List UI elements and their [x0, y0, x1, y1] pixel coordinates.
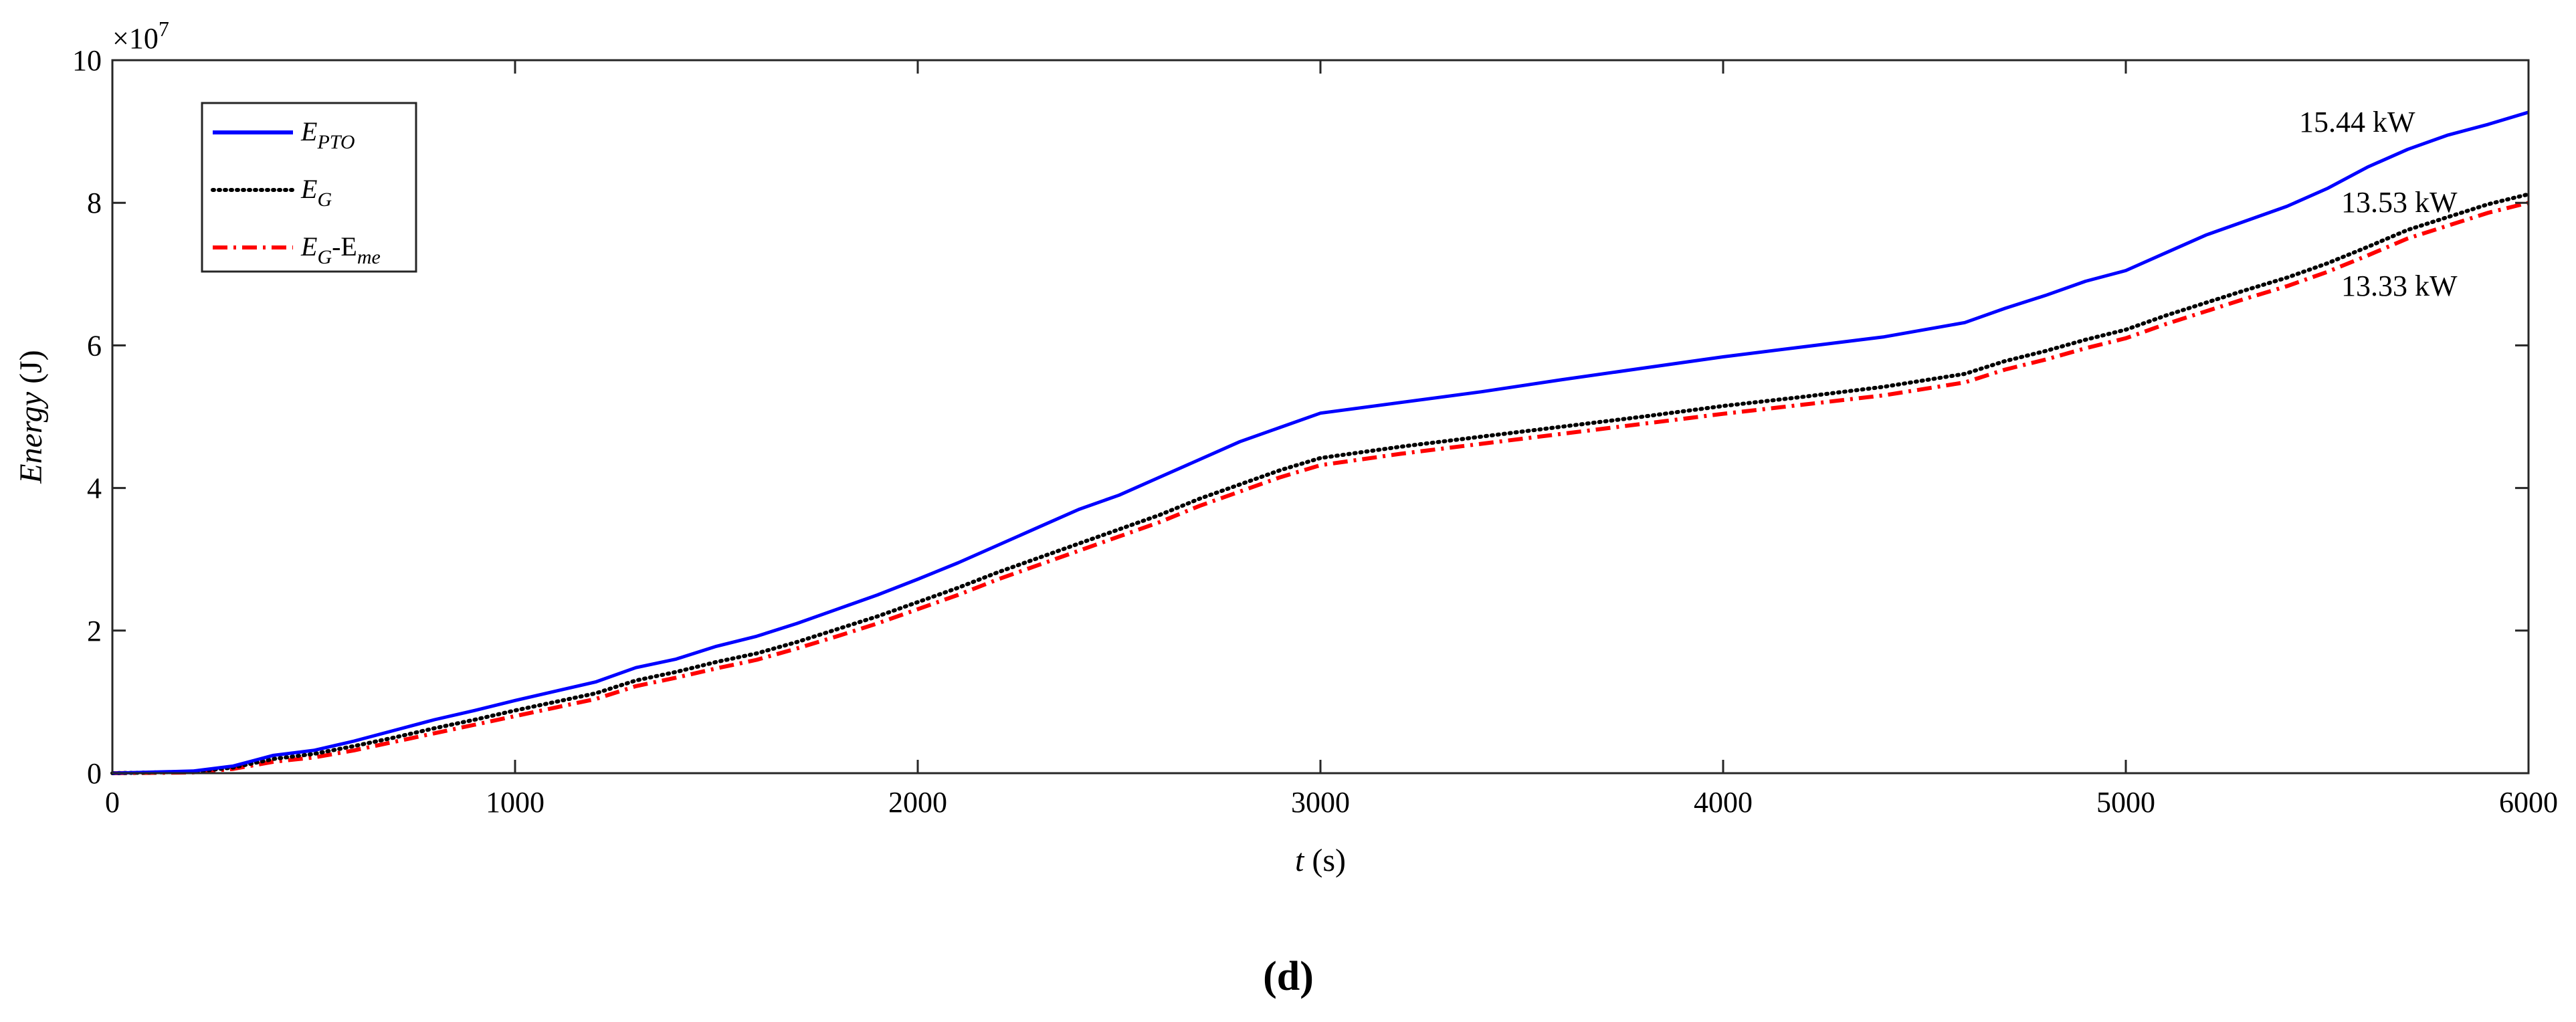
- y-tick-label: 10: [72, 44, 102, 77]
- x-tick-label: 0: [105, 786, 120, 819]
- x-tick-label: 1000: [486, 786, 544, 819]
- legend: EPTO EG EG-Eme: [201, 102, 417, 273]
- x-tick-label: 6000: [2499, 786, 2558, 819]
- series-line-e-pto: [112, 110, 2529, 775]
- x-tick-label: 4000: [1694, 786, 1753, 819]
- tick-layer: 0 1000 2000 3000 4000 5000 6000 0 2 4 6 8 10: [72, 44, 2558, 819]
- series-line-e-g-minus-e-me: [112, 201, 2529, 775]
- x-tick-label: 3000: [1291, 786, 1350, 819]
- series-layer: [110, 110, 2531, 775]
- y-tick-label: 6: [87, 329, 102, 362]
- legend-label-g: EG: [300, 174, 332, 211]
- x-axis-label: t (s): [1295, 843, 1346, 878]
- y-axis-label: Energy (J): [13, 350, 49, 484]
- x-tick-label: 5000: [2096, 786, 2155, 819]
- annotation-pto-power: 15.44 kW: [2299, 106, 2415, 138]
- y-tick-label: 4: [87, 472, 102, 505]
- annotation-g-me-power: 13.33 kW: [2341, 270, 2458, 302]
- y-tick-label: 0: [87, 757, 102, 790]
- series-line-e-g: [110, 192, 2531, 775]
- panel-label: (d): [1263, 954, 1314, 999]
- x-tick-label: 2000: [888, 786, 947, 819]
- y-tick-label: 2: [87, 615, 102, 647]
- legend-label-g-me: EG-Eme: [300, 231, 381, 268]
- y-tick-label: 8: [87, 187, 102, 219]
- legend-label-pto: EPTO: [300, 116, 355, 153]
- y-multiplier: ×107: [112, 17, 169, 55]
- annotation-g-power: 13.53 kW: [2341, 186, 2458, 219]
